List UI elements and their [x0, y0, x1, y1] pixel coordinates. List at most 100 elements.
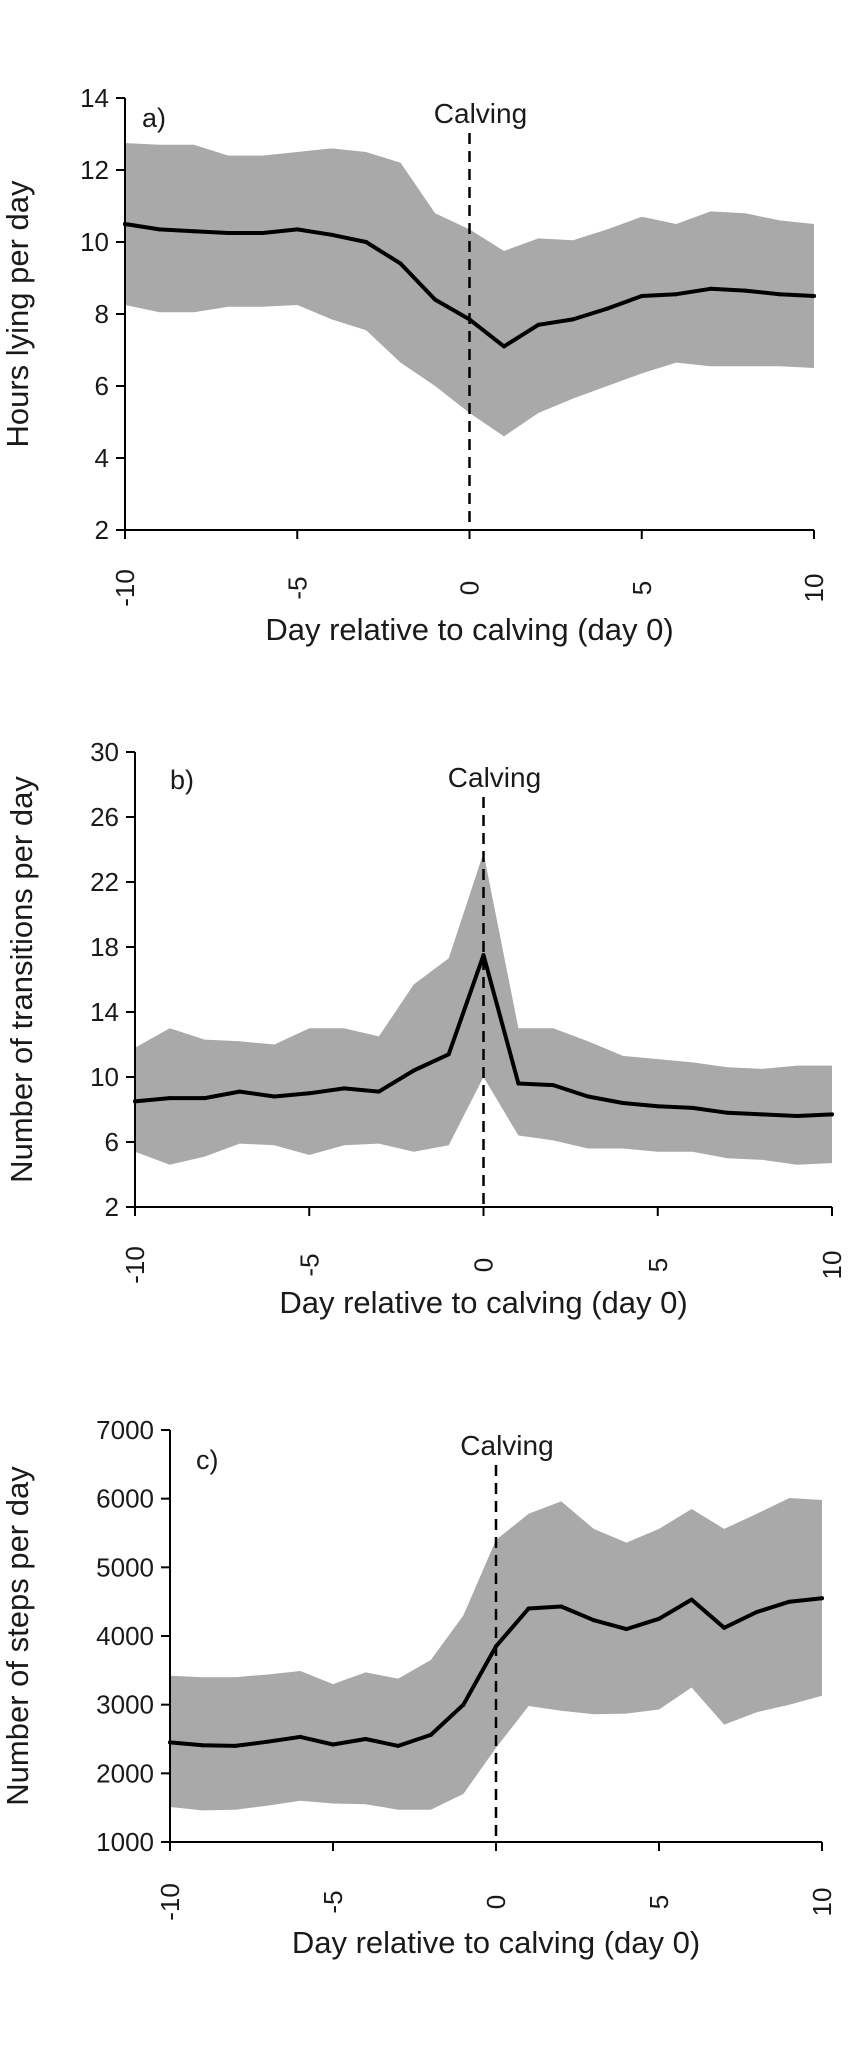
data-point: [272, 1094, 277, 1099]
x-tick-label: -5: [282, 576, 312, 599]
data-point: [674, 292, 679, 297]
data-point: [202, 1096, 207, 1101]
data-point: [364, 240, 369, 244]
data-point: [657, 1616, 661, 1621]
y-tick-label: 3000: [96, 1690, 154, 1720]
data-point: [428, 1732, 433, 1737]
panel-label: a): [142, 103, 166, 133]
data-point: [551, 1083, 556, 1088]
data-point: [536, 322, 541, 327]
panel-label: c): [196, 1445, 219, 1475]
x-tick-label: -10: [120, 1246, 150, 1284]
calving-label: Calving: [434, 98, 527, 129]
x-tick-label: 5: [644, 1895, 674, 1909]
data-point: [754, 1610, 759, 1614]
data-point: [760, 1112, 765, 1117]
data-point: [237, 1089, 242, 1094]
data-point: [743, 288, 748, 293]
y-tick-label: 14: [90, 997, 119, 1027]
x-tick-label: -10: [155, 1883, 185, 1921]
data-point: [777, 292, 782, 297]
x-tick-label: 10: [799, 574, 829, 603]
y-tick-label: 6000: [96, 1484, 154, 1514]
data-point: [605, 306, 610, 311]
data-point: [516, 1081, 521, 1086]
y-tick-label: 10: [90, 1062, 119, 1092]
x-tick-label: -10: [110, 569, 140, 607]
data-point: [295, 227, 300, 232]
x-tick-label: 5: [627, 581, 657, 595]
data-point: [329, 232, 334, 237]
y-tick-label: 14: [80, 83, 109, 113]
data-point: [168, 1740, 172, 1745]
data-point: [812, 294, 816, 298]
y-axis-title: Number of steps per day: [0, 1466, 35, 1806]
data-point: [298, 1734, 303, 1739]
data-point: [586, 1094, 590, 1099]
data-point: [830, 1112, 834, 1117]
chart-panel-1: 2 4 6 8 10 12 14 -10 -5 0 5 10 Hours lying per day Da…: [0, 83, 829, 647]
range-band: [125, 143, 814, 437]
data-point: [260, 231, 265, 235]
data-point: [591, 1618, 596, 1623]
data-point: [620, 1101, 625, 1105]
x-axis-title: Day relative to calving (day 0): [292, 1925, 700, 1960]
data-point: [167, 1096, 172, 1101]
data-point: [157, 227, 162, 232]
y-tick-label: 4: [95, 443, 109, 473]
data-point: [624, 1627, 629, 1632]
data-point: [433, 297, 438, 302]
x-tick-label: -5: [294, 1253, 324, 1276]
data-point: [398, 261, 403, 266]
y-axis-title: Number of transitions per day: [4, 776, 39, 1183]
x-tick-label: 10: [807, 1888, 837, 1917]
data-point: [133, 1099, 137, 1104]
data-point: [570, 317, 575, 322]
data-point: [820, 1596, 824, 1601]
data-point: [200, 1743, 205, 1748]
y-tick-label: 12: [80, 155, 109, 185]
x-axis-title: Day relative to calving (day 0): [279, 1285, 687, 1320]
data-point: [331, 1742, 335, 1747]
y-tick-label: 5000: [96, 1552, 154, 1582]
calving-label: Calving: [448, 762, 541, 793]
x-tick-label: 0: [469, 1258, 499, 1272]
data-point: [481, 953, 486, 958]
data-point: [502, 344, 506, 349]
data-point: [265, 1739, 270, 1744]
y-tick-label: 4000: [96, 1621, 154, 1651]
data-point: [307, 1091, 312, 1096]
data-point: [708, 286, 713, 291]
x-axis-title: Day relative to calving (day 0): [265, 612, 673, 647]
chart-panel-3: 1000 2000 3000 4000 5000 6000 7000 -10 -5 0 5 10 Num…: [0, 1415, 837, 1960]
y-tick-label: 2: [105, 1192, 119, 1222]
x-tick-label: 0: [481, 1895, 511, 1909]
data-point: [461, 1702, 466, 1707]
data-point: [411, 1068, 416, 1073]
data-point: [690, 1105, 695, 1110]
data-point: [467, 317, 472, 322]
y-tick-label: 1000: [96, 1827, 154, 1857]
data-point: [795, 1114, 800, 1118]
data-point: [787, 1599, 792, 1604]
x-tick-label: 0: [455, 581, 485, 595]
data-point: [226, 231, 231, 235]
x-tick-label: 5: [643, 1258, 673, 1272]
y-tick-label: 6: [95, 371, 109, 401]
y-tick-label: 7000: [96, 1415, 154, 1445]
panel-label: b): [170, 765, 194, 795]
x-tick-label: 10: [817, 1251, 847, 1280]
y-tick-label: 18: [90, 932, 119, 962]
y-tick-label: 10: [80, 227, 109, 257]
y-axis-title: Hours lying per day: [0, 180, 35, 448]
data-point: [363, 1737, 368, 1741]
y-tick-label: 2000: [96, 1758, 154, 1788]
data-point: [376, 1089, 381, 1094]
y-tick-label: 6: [105, 1127, 119, 1157]
data-point: [639, 294, 644, 298]
data-point: [494, 1644, 498, 1649]
y-tick-label: 2: [95, 515, 109, 545]
data-point: [446, 1052, 451, 1057]
